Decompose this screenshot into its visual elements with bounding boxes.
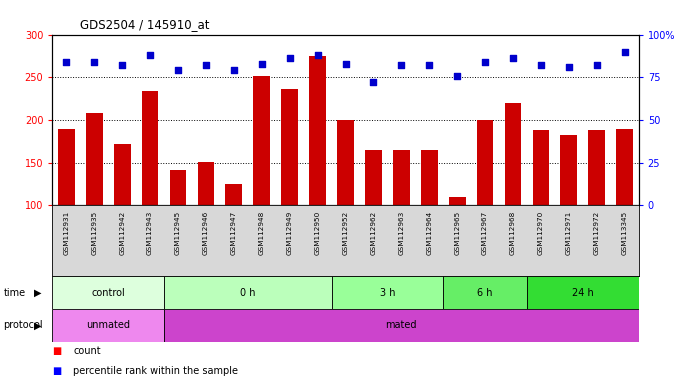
Text: GSM112946: GSM112946 [203,211,209,255]
Text: 0 h: 0 h [240,288,255,298]
Point [591,62,602,68]
Bar [449,197,466,205]
Bar [533,130,549,205]
Point [619,49,630,55]
Bar [225,184,242,205]
Bar [52,276,164,309]
Text: time: time [3,288,26,298]
Bar [114,144,131,205]
Bar [443,276,527,309]
Point [172,67,184,73]
Text: count: count [73,346,101,356]
Point [368,79,379,86]
Bar [337,120,354,205]
Bar [527,276,639,309]
Point [507,55,519,61]
Text: GSM112962: GSM112962 [371,211,376,255]
Text: GSM112948: GSM112948 [259,211,265,255]
Point [284,55,295,61]
Point [256,61,267,67]
Point [396,62,407,68]
Text: control: control [91,288,125,298]
Bar [332,276,443,309]
Point [424,62,435,68]
Bar [198,162,214,205]
Text: GSM112931: GSM112931 [64,211,69,255]
Point [340,61,351,67]
Bar [281,89,298,205]
Bar [86,113,103,205]
Bar [58,129,75,205]
Text: GSM112949: GSM112949 [287,211,292,255]
Point [61,59,72,65]
Bar [164,309,639,342]
Text: ▶: ▶ [34,288,41,298]
Text: percentile rank within the sample: percentile rank within the sample [73,366,238,376]
Text: GSM112967: GSM112967 [482,211,488,255]
Bar [309,56,326,205]
Bar [477,120,493,205]
Text: unmated: unmated [86,320,131,331]
Text: GSM112943: GSM112943 [147,211,153,255]
Point [200,62,211,68]
Point [117,62,128,68]
Text: GSM112970: GSM112970 [538,211,544,255]
Point [89,59,100,65]
Point [228,67,239,73]
Point [480,59,491,65]
Point [535,62,547,68]
Bar [393,150,410,205]
Text: 24 h: 24 h [572,288,594,298]
Bar [142,91,158,205]
Text: GSM112952: GSM112952 [343,211,348,255]
Bar [616,129,633,205]
Bar [164,276,332,309]
Text: GDS2504 / 145910_at: GDS2504 / 145910_at [80,18,210,31]
Text: GSM112972: GSM112972 [594,211,600,255]
Text: GSM112968: GSM112968 [510,211,516,255]
Bar [421,150,438,205]
Bar [560,136,577,205]
Text: GSM112965: GSM112965 [454,211,460,255]
Bar [365,150,382,205]
Text: GSM112947: GSM112947 [231,211,237,255]
Text: GSM112964: GSM112964 [426,211,432,255]
Text: ▶: ▶ [34,320,41,331]
Point [144,52,156,58]
Text: GSM112950: GSM112950 [315,211,320,255]
Text: ■: ■ [52,346,61,356]
Text: protocol: protocol [3,320,43,331]
Text: GSM112942: GSM112942 [119,211,125,255]
Text: 3 h: 3 h [380,288,395,298]
Text: mated: mated [385,320,417,331]
Text: GSM112945: GSM112945 [175,211,181,255]
Text: GSM112935: GSM112935 [91,211,97,255]
Bar [52,309,164,342]
Point [312,52,323,58]
Point [563,64,574,70]
Text: 6 h: 6 h [477,288,493,298]
Text: GSM113345: GSM113345 [622,211,628,255]
Point [452,73,463,79]
Text: GSM112971: GSM112971 [566,211,572,255]
Bar [505,103,521,205]
Text: GSM112963: GSM112963 [399,211,404,255]
Text: ■: ■ [52,366,61,376]
Bar [588,130,605,205]
Bar [170,170,186,205]
Bar [253,76,270,205]
